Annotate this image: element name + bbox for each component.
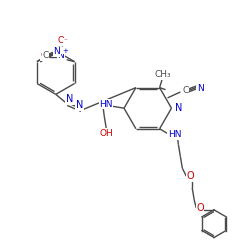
Text: +: + xyxy=(62,48,68,54)
Text: O: O xyxy=(196,203,204,213)
Text: C: C xyxy=(182,86,188,94)
Text: N: N xyxy=(175,103,182,113)
Text: N: N xyxy=(66,94,73,104)
Text: HN: HN xyxy=(100,100,113,109)
Text: N: N xyxy=(53,47,60,56)
Text: O: O xyxy=(57,36,64,46)
Text: N: N xyxy=(58,51,64,60)
Text: OH: OH xyxy=(99,130,113,138)
Text: N: N xyxy=(76,100,83,110)
Text: N: N xyxy=(197,84,203,92)
Text: C: C xyxy=(43,51,49,60)
Text: O: O xyxy=(186,171,194,181)
Text: ⁻: ⁻ xyxy=(64,38,68,44)
Text: HN: HN xyxy=(168,130,181,139)
Text: O: O xyxy=(40,51,48,60)
Text: CH₃: CH₃ xyxy=(154,70,171,79)
